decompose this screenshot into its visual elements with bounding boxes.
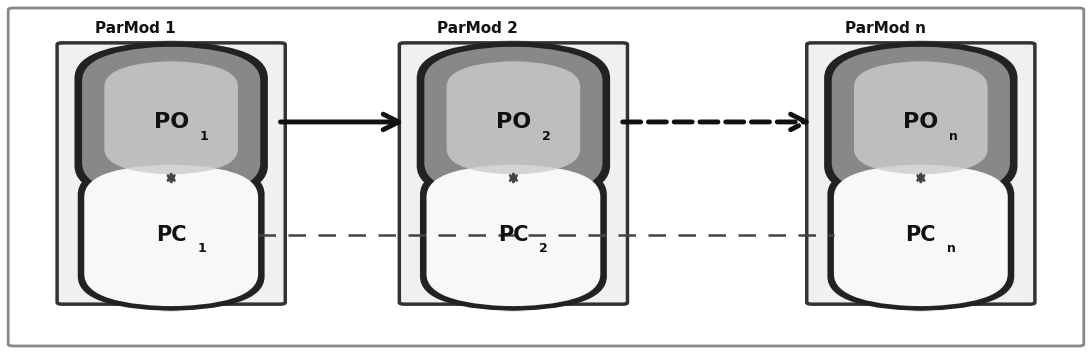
FancyBboxPatch shape (832, 46, 1010, 198)
FancyBboxPatch shape (834, 164, 1008, 307)
FancyBboxPatch shape (447, 61, 580, 175)
FancyBboxPatch shape (824, 41, 1018, 203)
FancyBboxPatch shape (417, 41, 610, 203)
FancyBboxPatch shape (828, 160, 1014, 311)
Text: PO: PO (154, 112, 189, 132)
Text: PC: PC (498, 225, 529, 245)
Text: ParMod 2: ParMod 2 (438, 21, 519, 36)
Text: n: n (947, 242, 956, 255)
FancyBboxPatch shape (420, 160, 607, 311)
FancyBboxPatch shape (82, 46, 260, 198)
FancyBboxPatch shape (57, 43, 285, 304)
Text: n: n (949, 130, 958, 143)
Text: PC: PC (905, 225, 936, 245)
FancyBboxPatch shape (427, 164, 601, 307)
FancyBboxPatch shape (9, 8, 1083, 346)
FancyBboxPatch shape (84, 164, 258, 307)
FancyBboxPatch shape (425, 46, 603, 198)
FancyBboxPatch shape (400, 43, 628, 304)
Text: ParMod n: ParMod n (845, 21, 926, 36)
Text: ParMod 1: ParMod 1 (95, 21, 176, 36)
Text: 1: 1 (198, 242, 206, 255)
Text: PO: PO (496, 112, 531, 132)
FancyBboxPatch shape (854, 61, 987, 175)
FancyBboxPatch shape (74, 41, 268, 203)
Text: 1: 1 (200, 130, 209, 143)
FancyBboxPatch shape (78, 160, 264, 311)
Text: 2: 2 (539, 242, 548, 255)
FancyBboxPatch shape (807, 43, 1035, 304)
Text: PC: PC (156, 225, 187, 245)
FancyBboxPatch shape (105, 61, 238, 175)
Text: PO: PO (903, 112, 938, 132)
Text: 2: 2 (542, 130, 550, 143)
